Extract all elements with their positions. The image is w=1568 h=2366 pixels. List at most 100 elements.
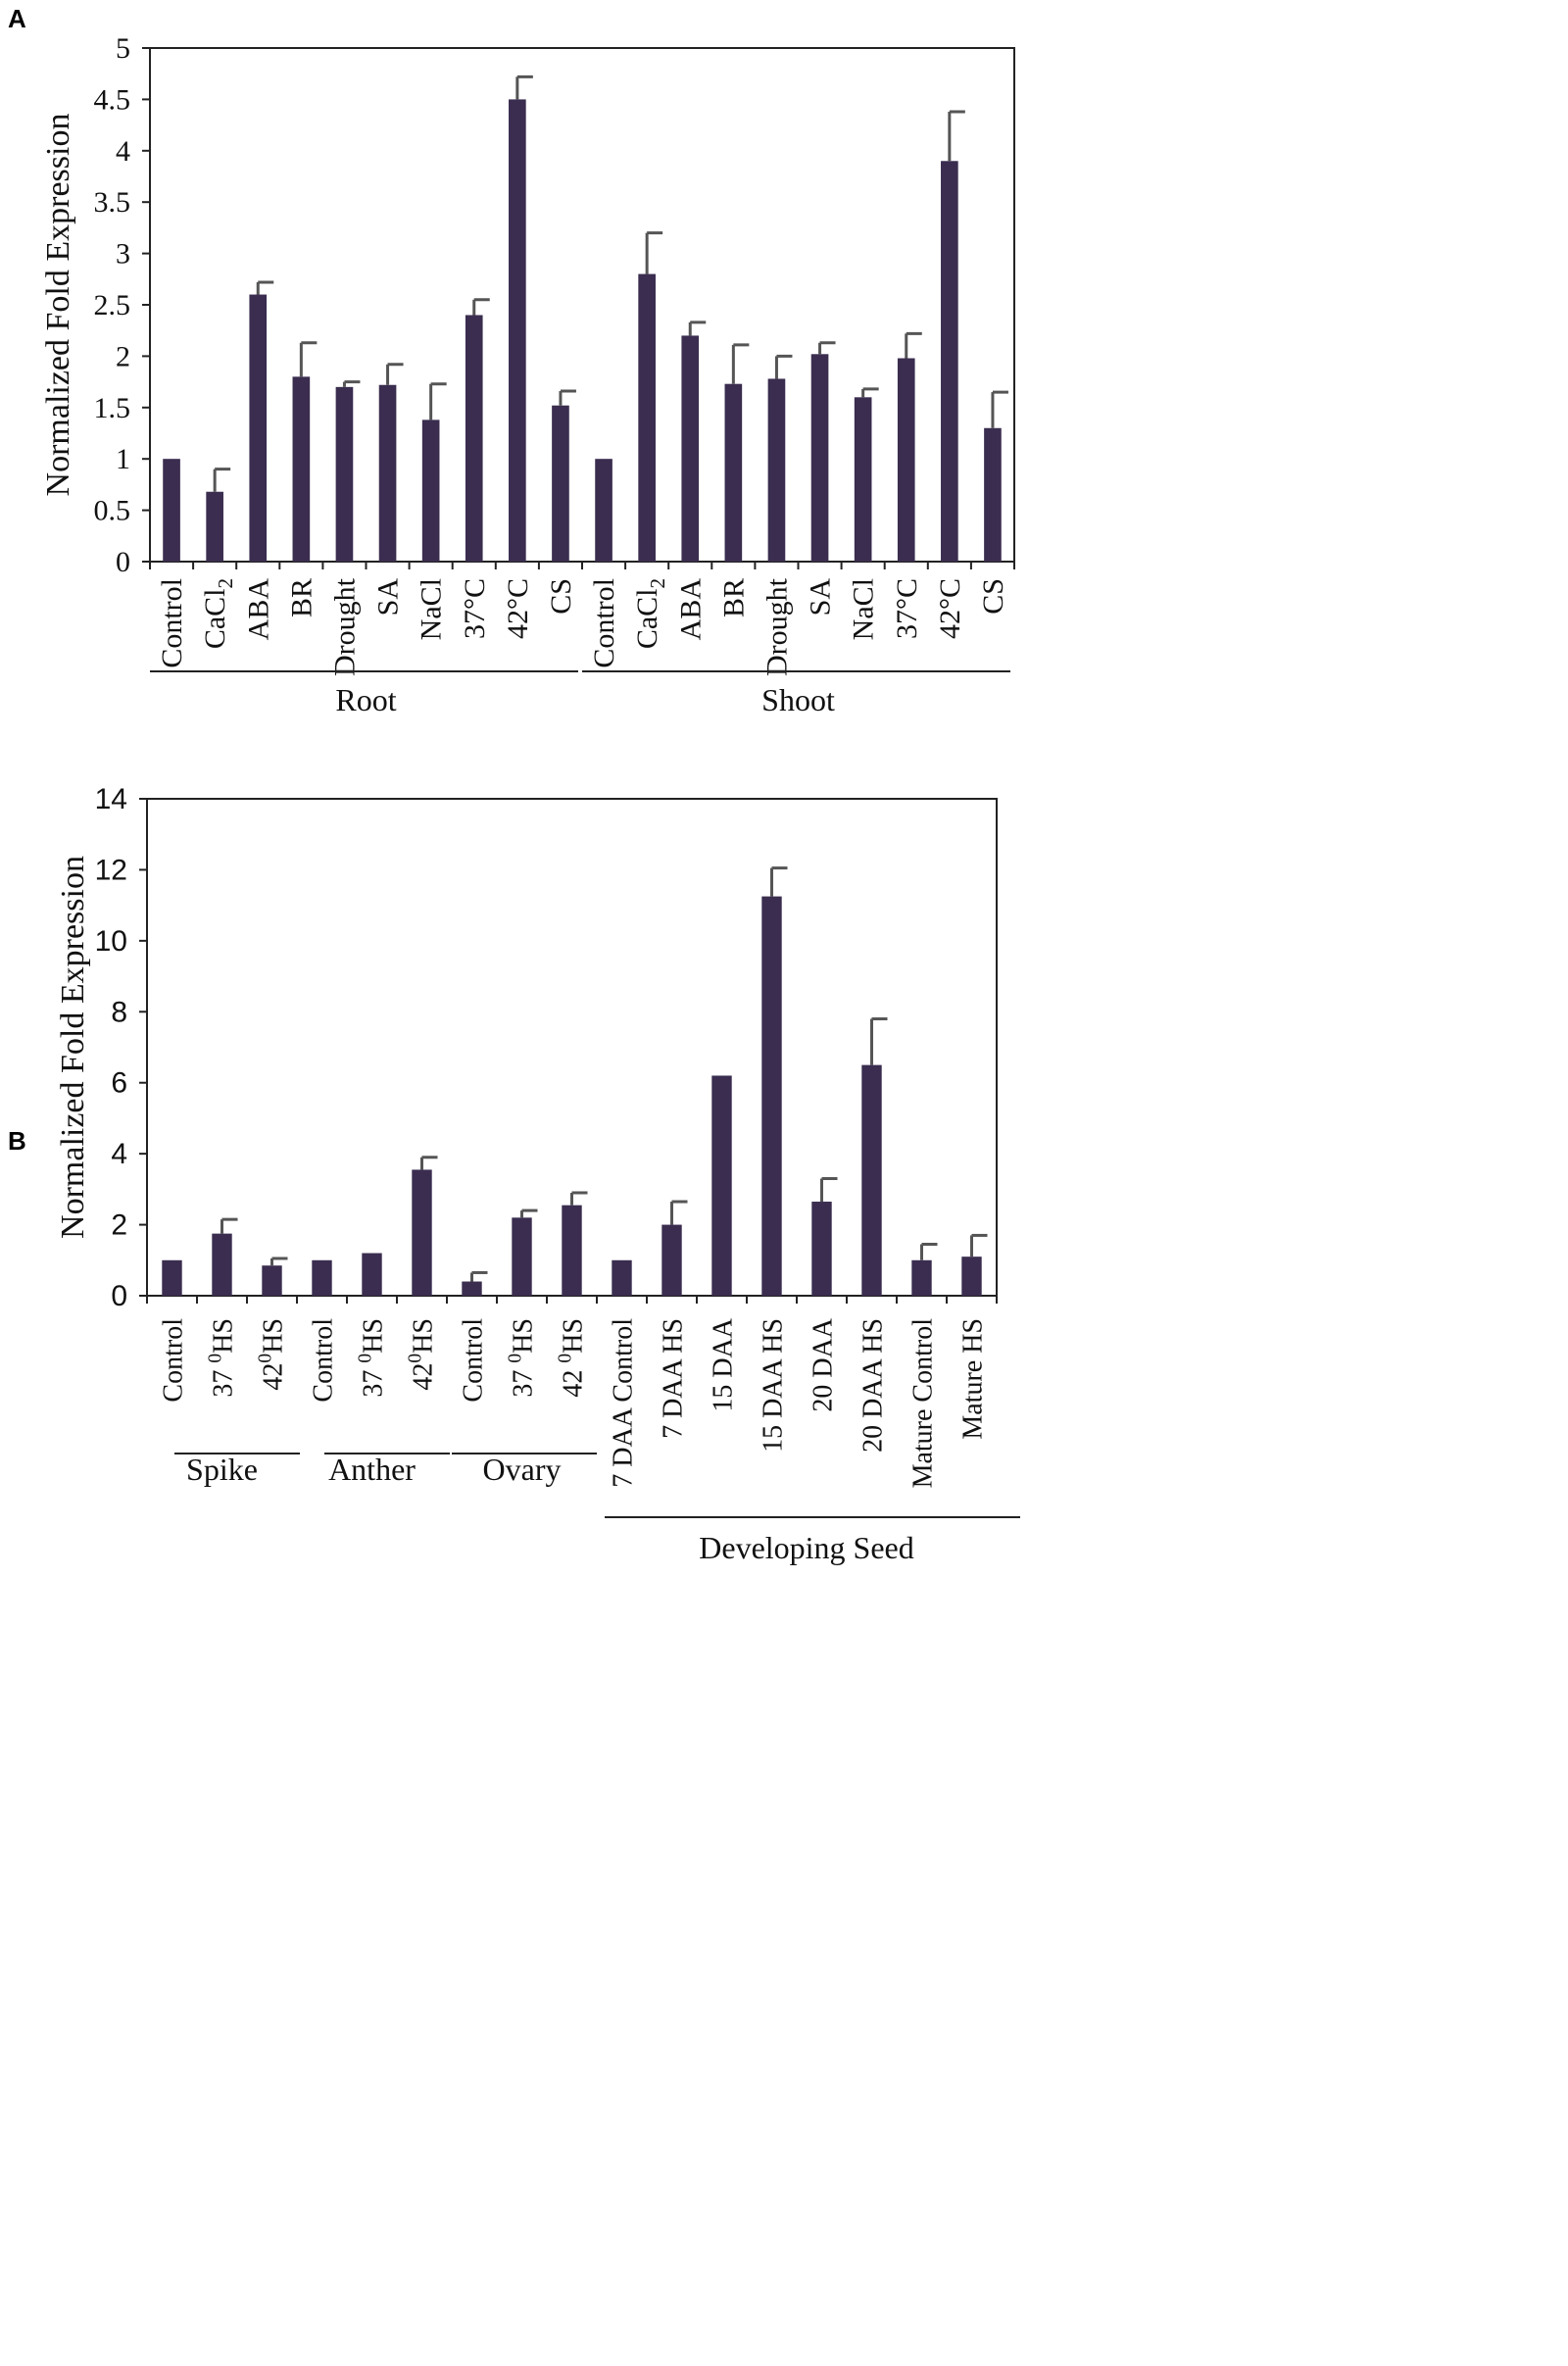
chart-b-group-label: Developing Seed <box>699 1530 914 1565</box>
chart-b-category-label: 420HS <box>406 1318 439 1391</box>
chart-a-category-label: CS <box>545 578 577 615</box>
chart-b-category-suffix: HS <box>359 1318 389 1354</box>
chart-a-bar <box>249 294 268 562</box>
chart-a-category-text: Control <box>156 578 188 668</box>
chart-a-category-text: Control <box>588 578 620 668</box>
chart-b-category-superscript: 0 <box>356 1354 376 1363</box>
chart-b-category-label: 20 DAA <box>808 1317 839 1411</box>
chart-a-category-label: Drought <box>760 577 793 676</box>
chart-b-category-text: 42 <box>559 1363 589 1398</box>
chart-b-category-label: 37 0HS <box>356 1318 389 1398</box>
chart-b-bar <box>562 1205 582 1296</box>
chart-a-bar <box>206 491 223 562</box>
chart-b-category-label: Control <box>459 1318 489 1403</box>
chart-b-bar <box>162 1259 182 1296</box>
chart-b-category-text: Control <box>309 1318 339 1403</box>
chart-b-category-text: 37 <box>359 1363 389 1398</box>
chart-b-category-suffix: HS <box>509 1318 539 1354</box>
chart-b-category-superscript: 0 <box>406 1354 426 1363</box>
chart-b-group-label: Ovary <box>483 1452 562 1487</box>
chart-b-category-text: 42 <box>259 1363 289 1391</box>
chart-a-plot-frame <box>149 47 1015 563</box>
chart-a-y-tick-label: 0 <box>116 546 130 578</box>
chart-a-bar <box>897 358 915 562</box>
chart-a-category-subscript: 2 <box>214 578 237 589</box>
chart-b-category-label: 37 0HS <box>206 1318 239 1398</box>
chart-b-category-text: 37 <box>209 1363 239 1398</box>
panel-b-label: B <box>8 1126 26 1156</box>
chart-a-y-tick-label: 4.5 <box>94 83 131 116</box>
chart-b: 0 2 4 6 8 10 12 14 Normalized Fold Expression Con… <box>55 783 1020 1565</box>
chart-b-category-text: Mature HS <box>958 1318 989 1440</box>
chart-b-category-label: 420HS <box>256 1318 289 1391</box>
chart-b-bar <box>362 1253 382 1296</box>
chart-a-category-text: CS <box>977 578 1009 615</box>
chart-b-category-superscript: 0 <box>256 1354 276 1363</box>
chart-a-category-label: 42°C <box>934 578 966 639</box>
chart-a-category-text: 42°C <box>502 578 534 639</box>
chart-a-bar <box>465 315 483 562</box>
chart-a-bar <box>595 459 612 562</box>
chart-b-bar <box>262 1265 282 1296</box>
chart-a-category-label: BR <box>285 578 318 617</box>
chart-b-category-label: 37 0HS <box>506 1318 539 1398</box>
chart-b-category-label: Control <box>159 1318 189 1403</box>
chart-b-y-tick-label: 12 <box>95 854 127 886</box>
chart-b-bar <box>761 896 782 1296</box>
chart-a-y-tick-label: 1 <box>116 443 130 475</box>
chart-a-category-text: NaCl <box>848 578 880 640</box>
chart-a-bar <box>552 405 569 562</box>
chart-a-category-text: SA <box>372 578 405 616</box>
chart-a-category-text: 37°C <box>459 578 491 639</box>
chart-a-y-tick-label: 5 <box>116 32 130 65</box>
chart-a-bar <box>335 386 354 562</box>
chart-b-category-text: Mature Control <box>908 1318 939 1489</box>
chart-a-category-text: CaCl <box>631 589 663 650</box>
chart-b-category-suffix: HS <box>409 1318 439 1354</box>
chart-b-category-text: 7 DAA Control <box>609 1318 639 1488</box>
chart-a-category-label: ABA <box>242 578 274 641</box>
chart-b-y-tick-label: 8 <box>111 996 127 1028</box>
chart-b-y-tick-label: 4 <box>111 1138 127 1170</box>
chart-a-bar <box>421 419 440 562</box>
chart-b-bar <box>412 1169 432 1296</box>
chart-a-bar <box>724 383 743 562</box>
chart-b-bar <box>911 1259 932 1296</box>
chart-b-category-superscript: 0 <box>556 1354 576 1363</box>
chart-a-group-label: Root <box>335 682 396 717</box>
chart-a-y-tick-label: 3 <box>116 238 130 271</box>
chart-a-category-label: CaCl2 <box>631 578 669 649</box>
chart-a-category-subscript: 2 <box>646 578 669 589</box>
chart-a-bar <box>767 378 786 562</box>
chart-a-bar <box>854 397 872 562</box>
chart-a-group-label: Shoot <box>761 682 835 717</box>
chart-b-category-text: 7 DAA HS <box>659 1318 689 1439</box>
chart-a-category-label: Drought <box>328 577 361 676</box>
chart-b-category-label: 15 DAA <box>709 1317 739 1411</box>
chart-a-category-text: BR <box>285 578 318 617</box>
chart-b-category-suffix: HS <box>559 1318 589 1354</box>
chart-b-category-label: 20 DAA HS <box>858 1318 889 1453</box>
chart-b-category-text: 37 <box>509 1363 539 1398</box>
chart-b-category-label: 7 DAA Control <box>609 1318 639 1488</box>
chart-a-category-label: SA <box>805 578 837 616</box>
chart-a-category-text: CaCl <box>199 589 231 650</box>
chart-b-y-tick-label: 6 <box>111 1067 127 1100</box>
chart-a-y-tick-label: 2 <box>116 340 130 372</box>
chart-b-category-superscript: 0 <box>206 1354 226 1363</box>
chart-b-bar <box>662 1224 682 1296</box>
chart-a-category-label: Control <box>588 578 620 668</box>
chart-a-category-text: BR <box>717 578 750 617</box>
chart-b-category-label: 15 DAA HS <box>759 1318 789 1453</box>
chart-b-bar <box>512 1217 532 1296</box>
chart-a-bar <box>292 376 311 562</box>
chart-b-bar <box>462 1281 482 1296</box>
chart-b-bar <box>312 1259 332 1296</box>
chart-b-category-text: 15 DAA <box>709 1317 739 1411</box>
chart-a-bar <box>681 335 700 562</box>
chart-a-category-label: 42°C <box>502 578 534 639</box>
chart-a-category-text: ABA <box>242 578 274 641</box>
chart-b-bar <box>961 1257 982 1296</box>
chart-a-y-tick-label: 3.5 <box>94 186 131 219</box>
chart-b-y-tick-label: 10 <box>95 925 127 958</box>
